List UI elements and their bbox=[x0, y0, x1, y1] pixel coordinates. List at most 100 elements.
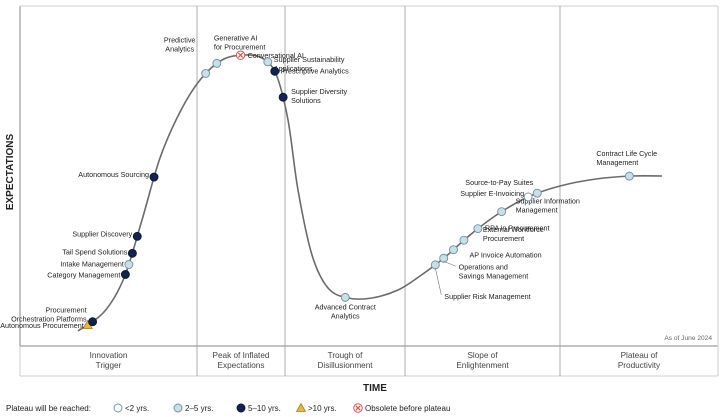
technology-label: Contract Life Cycle Management bbox=[596, 149, 657, 167]
point-marker bbox=[430, 260, 440, 270]
y-axis-title: EXPECTATIONS bbox=[5, 134, 16, 211]
phase-dividers bbox=[196, 6, 561, 376]
technology-label: RPA in Procurement bbox=[485, 224, 550, 233]
point-marker bbox=[173, 403, 183, 413]
technology-label: Supplier Information Management bbox=[516, 197, 580, 215]
technology-point: Prescriptive Analytics bbox=[270, 66, 349, 76]
point-marker bbox=[278, 92, 288, 102]
technology-label: Advanced Contract Analytics bbox=[315, 302, 376, 320]
point-marker bbox=[459, 235, 469, 245]
legend-label: <2 yrs. bbox=[125, 404, 149, 413]
technology-label: Conversational AI bbox=[248, 51, 304, 60]
point-marker bbox=[212, 58, 222, 68]
technology-point: Supplier Sustainability Applications bbox=[263, 55, 345, 73]
point-marker bbox=[88, 317, 98, 327]
technology-point: Conversational AI bbox=[235, 50, 304, 60]
legend-label: 2–5 yrs. bbox=[185, 404, 213, 413]
phase-label: Plateau of Productivity bbox=[618, 351, 661, 370]
leader-line bbox=[435, 267, 442, 295]
technology-point: Supplier E-Invoicing bbox=[460, 189, 533, 202]
as-of-note: As of June 2024 bbox=[664, 335, 712, 342]
point-marker bbox=[124, 260, 134, 269]
technology-point: Operations and Savings Management bbox=[439, 253, 529, 280]
technology-point: Generative AI for Procurement bbox=[212, 33, 266, 68]
legend-item: <2 yrs. bbox=[113, 403, 149, 413]
technology-label: Operations and Savings Management bbox=[459, 262, 529, 280]
phase-label: Peak of Inflated Expectations bbox=[213, 351, 270, 370]
legend-item: >10 yrs. bbox=[295, 402, 337, 413]
chart-frame bbox=[19, 5, 719, 377]
technology-point: Supplier Diversity Solutions bbox=[278, 87, 347, 105]
technology-point: Source-to-Pay Suites bbox=[465, 178, 542, 198]
technology-point: AP Invoice Automation bbox=[449, 245, 542, 260]
point-marker bbox=[439, 253, 449, 263]
technology-point: RPA in Procurement bbox=[473, 224, 550, 234]
technology-label: Supplier Risk Management bbox=[444, 292, 530, 301]
technology-point: Supplier Information Management bbox=[497, 197, 580, 217]
technology-point: Supplier Discovery bbox=[72, 229, 142, 241]
technology-label: Supplier Sustainability Applications bbox=[274, 55, 345, 73]
x-axis-title: TIME bbox=[363, 383, 387, 394]
technology-label: AP Invoice Automation bbox=[469, 251, 541, 260]
legend-label: >10 yrs. bbox=[308, 404, 337, 413]
technology-label: Prescriptive Analytics bbox=[281, 66, 349, 75]
legend-item: 5–10 yrs. bbox=[236, 403, 281, 413]
technology-label: Source-to-Pay Suites bbox=[465, 178, 533, 187]
technology-label: Autonomous Procurement bbox=[0, 321, 84, 330]
technology-point: Autonomous Sourcing bbox=[78, 170, 159, 182]
technology-point: Advanced Contract Analytics bbox=[315, 292, 376, 320]
technology-label: Intake Management bbox=[60, 260, 124, 269]
point-marker bbox=[127, 248, 137, 258]
point-marker bbox=[201, 69, 211, 78]
phase-label: Trough of Disillusionment bbox=[317, 351, 373, 370]
technology-point: Predictive Analytics bbox=[164, 35, 211, 78]
legend-title: Plateau will be reached: bbox=[6, 404, 91, 413]
legend-label: Obsolete before plateau bbox=[365, 404, 450, 413]
point-marker bbox=[113, 403, 123, 413]
technology-point: Tail Spend Solutions bbox=[62, 247, 137, 258]
point-marker bbox=[149, 172, 159, 182]
legend-label: 5–10 yrs. bbox=[248, 404, 281, 413]
leader-line bbox=[443, 260, 456, 267]
point-marker bbox=[624, 171, 634, 181]
point-marker bbox=[263, 57, 273, 67]
point-marker-x bbox=[355, 405, 361, 411]
technology-label: Procurement Orchestration Platforms bbox=[11, 306, 87, 324]
technology-point: Procurement Orchestration Platforms bbox=[11, 306, 98, 327]
phase-label: Slope of Enlightenment bbox=[456, 351, 509, 370]
point-marker bbox=[270, 66, 280, 76]
technology-label: Category Management bbox=[47, 270, 120, 279]
legend-item: Obsolete before plateau bbox=[353, 403, 450, 413]
point-marker bbox=[523, 192, 533, 202]
point-marker bbox=[295, 402, 307, 412]
legend-item: 2–5 yrs. bbox=[173, 403, 213, 413]
technology-point: Contract Life Cycle Management bbox=[596, 149, 657, 181]
hype-curve bbox=[77, 54, 663, 332]
phase-labels: Innovation Trigger Peak of Inflated Expecta… bbox=[90, 351, 661, 370]
legend: Plateau will be reached: <2 yrs. 2–5 yrs. 5… bbox=[6, 402, 450, 413]
technology-label: Supplier Discovery bbox=[72, 229, 132, 238]
technology-label: Tail Spend Solutions bbox=[62, 247, 128, 256]
technology-label: Predictive Analytics bbox=[164, 35, 196, 53]
point-marker bbox=[497, 207, 507, 217]
technology-point: External Workforce Procurement bbox=[459, 225, 544, 245]
technology-label: External Workforce Procurement bbox=[483, 225, 544, 243]
point-marker bbox=[340, 292, 350, 302]
point-marker bbox=[236, 403, 246, 413]
point-marker bbox=[132, 231, 142, 241]
technology-label: Supplier Diversity Solutions bbox=[291, 87, 347, 105]
point-marker-x bbox=[237, 52, 244, 58]
technology-point: Category Management bbox=[47, 270, 130, 279]
point-marker bbox=[449, 245, 458, 255]
technology-label: Autonomous Sourcing bbox=[78, 170, 149, 179]
point-marker bbox=[120, 270, 130, 279]
point-marker bbox=[473, 224, 483, 234]
technology-point: Intake Management bbox=[60, 260, 134, 269]
technology-point: Supplier Risk Management bbox=[430, 260, 531, 301]
technology-label: Generative AI for Procurement bbox=[214, 33, 266, 51]
point-marker bbox=[532, 188, 542, 198]
technology-label: Supplier E-Invoicing bbox=[460, 189, 524, 198]
phase-label: Innovation Trigger bbox=[90, 351, 128, 370]
